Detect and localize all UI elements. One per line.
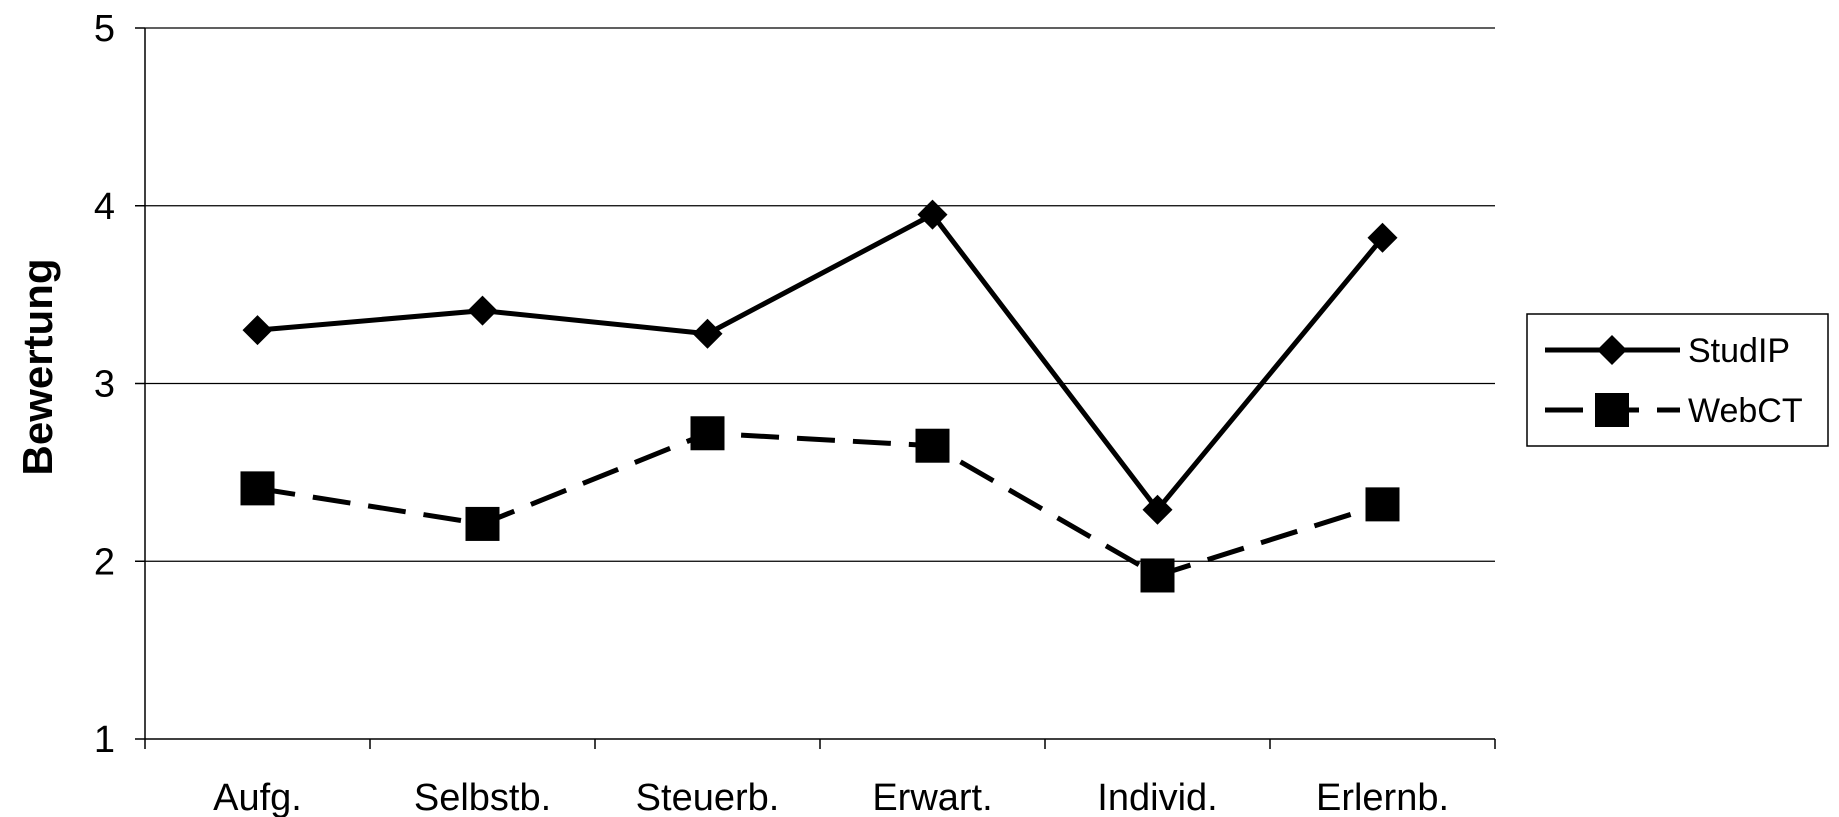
y-axis-title: Bewertung [14, 258, 61, 475]
x-tick-label: Selbstb. [414, 777, 551, 817]
series-webct [240, 416, 1400, 593]
legend: StudIP WebCT [1526, 313, 1829, 447]
x-ticks: Aufg. Selbstb. Steuerb. Erwart. Individ. Erle… [144, 739, 1496, 817]
x-tick-label: Aufg. [213, 777, 302, 817]
x-tick-label: Steuerb. [636, 777, 780, 817]
y-tick-label: 5 [94, 8, 115, 50]
series-group [240, 199, 1400, 593]
y-tick-label: 4 [94, 186, 115, 228]
data-point-diamond [1367, 222, 1398, 253]
x-tick-label: Erwart. [872, 777, 992, 817]
x-tick-label: Individ. [1097, 777, 1217, 817]
data-point-square [465, 506, 500, 541]
data-point-square [240, 471, 275, 506]
data-point-diamond [1142, 494, 1173, 525]
legend-marker [1597, 335, 1627, 365]
data-point-square [915, 428, 950, 463]
data-point-diamond [692, 318, 723, 349]
data-point-square [1365, 487, 1400, 522]
legend-label: WebCT [1688, 392, 1803, 430]
data-point-diamond [242, 315, 273, 346]
gridlines [145, 27, 1495, 562]
series-studip [242, 199, 1398, 525]
y-ticks: 1 2 3 4 5 [94, 8, 145, 761]
legend-label: StudIP [1688, 332, 1790, 370]
y-tick-label: 3 [94, 364, 115, 406]
data-point-square [690, 416, 725, 451]
legend-marker [1595, 393, 1629, 427]
series-line [257, 212, 1385, 513]
data-point-diamond [917, 199, 948, 230]
series-line [257, 430, 1384, 578]
legend-box [1526, 313, 1829, 447]
data-point-square [1140, 558, 1175, 593]
data-point-diamond [467, 295, 498, 326]
y-tick-label: 1 [94, 719, 115, 761]
x-tick-label: Erlernb. [1316, 777, 1449, 817]
y-tick-label: 2 [94, 541, 115, 583]
